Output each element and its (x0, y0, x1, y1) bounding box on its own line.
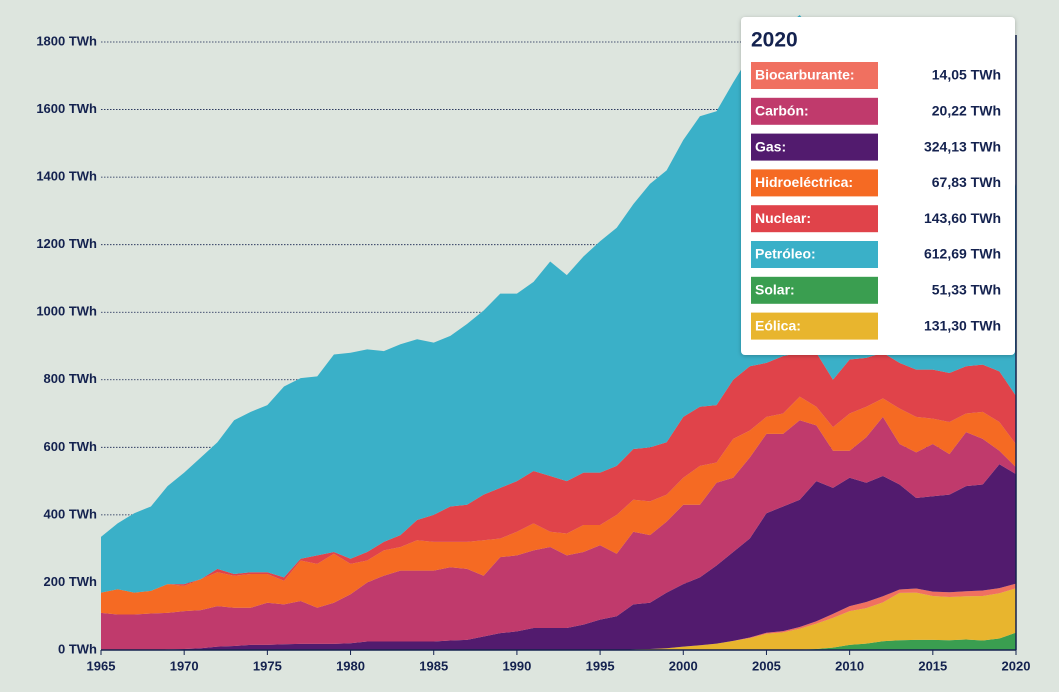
tooltip-swatch (751, 205, 878, 233)
tooltip-value: 51,33 TWh (932, 282, 1001, 298)
area (101, 588, 1016, 650)
x-tick-label: 2005 (752, 658, 781, 673)
tooltip-value: 20,22 TWh (932, 103, 1001, 119)
x-tick-label: 1975 (253, 658, 282, 673)
tooltip-swatch (751, 312, 878, 340)
tooltip-label: Hidroeléctrica: (755, 174, 853, 190)
tooltip-swatch (751, 133, 878, 161)
y-tick-label: 1000 TWh (36, 304, 97, 319)
y-tick-label: 400 TWh (44, 506, 98, 521)
x-tick-label: 1980 (336, 658, 365, 673)
x-tick-label: 1995 (586, 658, 615, 673)
y-tick-label: 0 TWh (58, 641, 97, 656)
y-tick-label: 1800 TWh (36, 33, 97, 48)
tooltip-value: 324,13 TWh (924, 138, 1001, 154)
y-tick-label: 600 TWh (44, 439, 98, 454)
x-tick-label: 2020 (1002, 658, 1031, 673)
y-tick-label: 1600 TWh (36, 101, 97, 116)
x-tick-label: 2010 (835, 658, 864, 673)
tooltip-swatch (751, 241, 878, 268)
tooltip-value: 67,83 TWh (932, 174, 1001, 190)
y-tick-label: 1200 TWh (36, 236, 97, 251)
tooltip-label: Gas: (755, 138, 786, 154)
x-tick-label: 1965 (87, 658, 116, 673)
area (101, 396, 1016, 615)
x-tick-label: 1970 (170, 658, 199, 673)
area (101, 464, 1016, 650)
tooltip-label: Petróleo: (755, 246, 816, 262)
x-tick-label: 1985 (419, 658, 448, 673)
tooltip-value: 143,60 TWh (924, 210, 1001, 226)
tooltip-swatch (751, 276, 878, 304)
tooltip-swatch (751, 169, 878, 197)
x-tick-label: 1990 (502, 658, 531, 673)
tooltip-value: 612,69 TWh (924, 246, 1001, 262)
tooltip-label: Biocarburante: (755, 67, 855, 83)
area (101, 632, 1016, 650)
y-tick-label: 1400 TWh (36, 169, 97, 184)
x-tick-label: 2015 (918, 658, 947, 673)
area (101, 416, 1016, 650)
tooltip-swatch (751, 62, 878, 89)
tooltip-swatch (751, 97, 878, 125)
x-tick-label: 2000 (669, 658, 698, 673)
tooltip-title: 2020 (751, 29, 798, 52)
tooltip-label: Solar: (755, 282, 795, 298)
y-tick-label: 800 TWh (44, 371, 98, 386)
tooltip-label: Eólica: (755, 317, 801, 333)
area (101, 583, 1016, 650)
area (101, 352, 1016, 593)
tooltip-value: 14,05 TWh (932, 67, 1001, 83)
y-tick-label: 200 TWh (44, 574, 98, 589)
tooltip-label: Carbón: (755, 103, 809, 119)
tooltip-value: 131,30 TWh (924, 317, 1001, 333)
tooltip: 2020 Biocarburante: 14,05 TWh Carbón: 20,22 … (741, 17, 1015, 355)
tooltip-label: Nuclear: (755, 210, 811, 226)
axes: 0 TWh 200 TWh 400 TWh 600 TWh 800 TWh 1000 TW… (36, 33, 1030, 673)
